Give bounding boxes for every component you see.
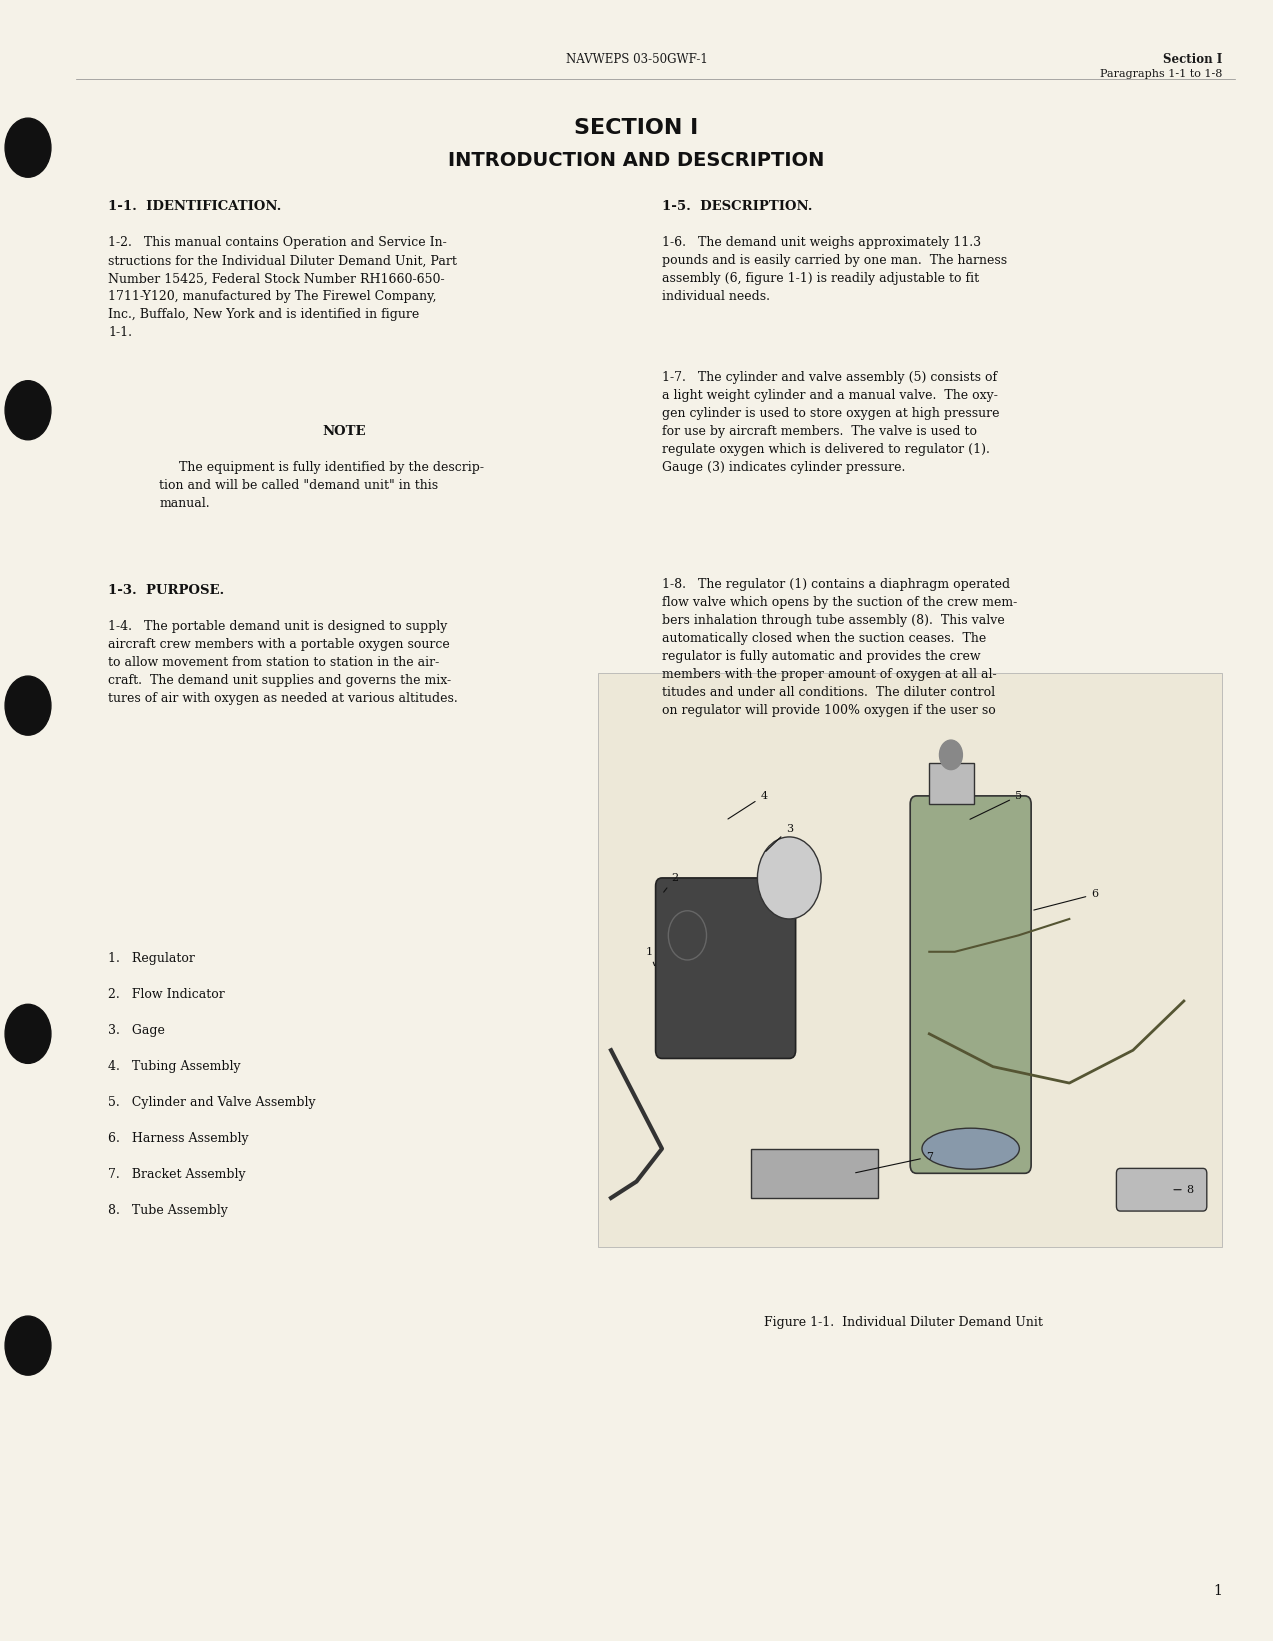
Circle shape	[5, 118, 51, 177]
Text: 4: 4	[728, 791, 768, 819]
Text: Figure 1-1.  Individual Diluter Demand Unit: Figure 1-1. Individual Diluter Demand Un…	[764, 1316, 1044, 1329]
Bar	[929, 763, 974, 804]
Text: 1-6.   The demand unit weighs approximately 11.3
pounds and is easily carried by: 1-6. The demand unit weighs approximatel…	[662, 236, 1007, 304]
Text: 3: 3	[766, 824, 793, 852]
Text: 7.   Bracket Assembly: 7. Bracket Assembly	[108, 1168, 246, 1182]
Text: 6.   Harness Assembly: 6. Harness Assembly	[108, 1132, 248, 1145]
FancyBboxPatch shape	[1116, 1168, 1207, 1211]
Text: 1: 1	[1213, 1584, 1222, 1598]
Text: SECTION I: SECTION I	[574, 118, 699, 138]
Text: NAVWEPS 03-50GWF-1: NAVWEPS 03-50GWF-1	[565, 53, 708, 66]
Text: INTRODUCTION AND DESCRIPTION: INTRODUCTION AND DESCRIPTION	[448, 151, 825, 171]
Text: 8: 8	[1174, 1185, 1194, 1195]
Circle shape	[5, 1004, 51, 1063]
FancyBboxPatch shape	[910, 796, 1031, 1173]
Text: 1-1.  IDENTIFICATION.: 1-1. IDENTIFICATION.	[108, 200, 281, 213]
Text: NOTE: NOTE	[322, 425, 365, 438]
Text: Section I: Section I	[1162, 53, 1222, 66]
Text: 1-2.   This manual contains Operation and Service In-
structions for the Individ: 1-2. This manual contains Operation and …	[108, 236, 457, 340]
Text: 2: 2	[663, 873, 679, 893]
Text: Paragraphs 1-1 to 1-8: Paragraphs 1-1 to 1-8	[1100, 69, 1222, 79]
Text: 5: 5	[970, 791, 1022, 819]
Circle shape	[5, 1316, 51, 1375]
Text: 1: 1	[645, 947, 654, 965]
Bar	[751, 1149, 878, 1198]
Text: 4.   Tubing Assembly: 4. Tubing Assembly	[108, 1060, 241, 1073]
Circle shape	[5, 381, 51, 440]
Text: The equipment is fully identified by the descrip-
tion and will be called "deman: The equipment is fully identified by the…	[159, 461, 484, 510]
Text: 1-7.   The cylinder and valve assembly (5) consists of
a light weight cylinder a: 1-7. The cylinder and valve assembly (5)…	[662, 371, 999, 474]
Text: 5.   Cylinder and Valve Assembly: 5. Cylinder and Valve Assembly	[108, 1096, 316, 1109]
Text: 6: 6	[1034, 889, 1099, 911]
Text: 1-4.   The portable demand unit is designed to supply
aircraft crew members with: 1-4. The portable demand unit is designe…	[108, 620, 458, 706]
Text: 7: 7	[855, 1152, 933, 1173]
Circle shape	[939, 740, 962, 770]
Text: 1-5.  DESCRIPTION.: 1-5. DESCRIPTION.	[662, 200, 812, 213]
Text: 1.   Regulator: 1. Regulator	[108, 952, 195, 965]
Text: 3.   Gage: 3. Gage	[108, 1024, 165, 1037]
Circle shape	[757, 837, 821, 919]
Circle shape	[5, 676, 51, 735]
FancyBboxPatch shape	[656, 878, 796, 1058]
Text: 2.   Flow Indicator: 2. Flow Indicator	[108, 988, 225, 1001]
Text: 1-8.   The regulator (1) contains a diaphragm operated
flow valve which opens by: 1-8. The regulator (1) contains a diaphr…	[662, 578, 1017, 717]
Text: 8.   Tube Assembly: 8. Tube Assembly	[108, 1204, 228, 1218]
FancyBboxPatch shape	[598, 673, 1222, 1247]
Text: 1-3.  PURPOSE.: 1-3. PURPOSE.	[108, 584, 224, 597]
Ellipse shape	[922, 1129, 1020, 1168]
